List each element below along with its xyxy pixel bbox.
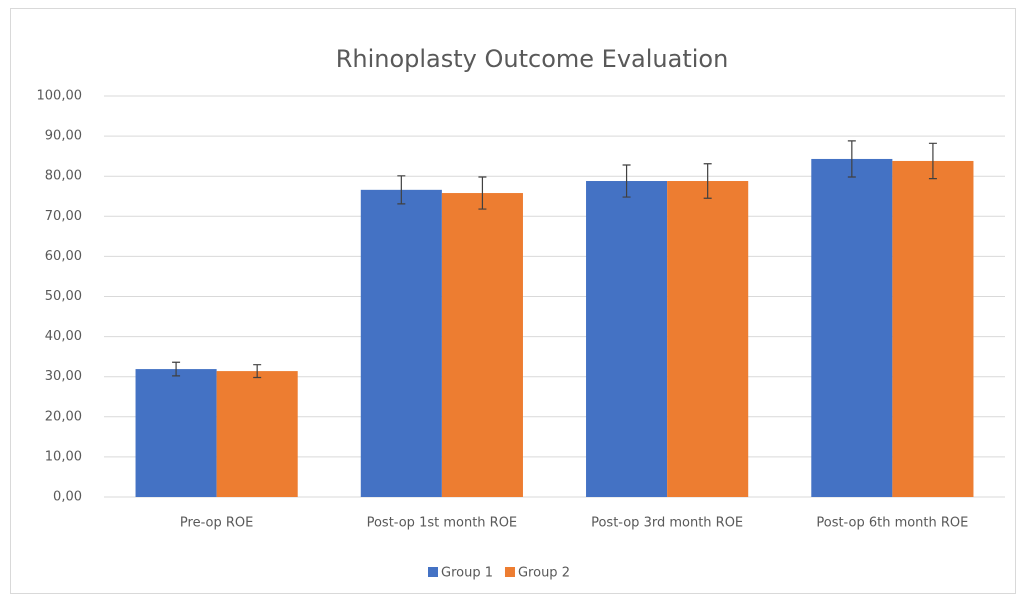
y-tick-label: 100,00: [37, 89, 83, 104]
bar: [135, 369, 217, 497]
bar: [586, 181, 668, 497]
bar: [360, 189, 442, 498]
error-bar: [397, 175, 406, 205]
y-tick-label: 10,00: [45, 449, 82, 464]
error-bar: [622, 164, 631, 198]
y-tick-label: 30,00: [45, 369, 82, 384]
y-tick-label: 40,00: [45, 329, 82, 344]
x-tick-label: Pre-op ROE: [180, 516, 253, 531]
y-tick-label: 50,00: [45, 289, 82, 304]
y-tick-label: 70,00: [45, 209, 82, 224]
error-bar: [478, 176, 487, 210]
error-bar: [928, 142, 937, 180]
bar: [441, 193, 523, 498]
bar: [216, 371, 298, 497]
x-tick-label: Post-op 6th month ROE: [816, 516, 968, 531]
chart-title: Rhinoplasty Outcome Evaluation: [336, 45, 729, 73]
bar: [667, 181, 749, 497]
y-tick-label: 90,00: [45, 129, 82, 144]
error-bar: [172, 361, 181, 377]
error-bar: [703, 163, 712, 199]
y-tick-label: 20,00: [45, 409, 82, 424]
x-tick-label: Post-op 3rd month ROE: [591, 516, 743, 531]
error-bar: [253, 364, 262, 379]
bar: [892, 160, 974, 497]
x-tick-label: Post-op 1st month ROE: [367, 516, 518, 531]
error-bar: [847, 140, 856, 178]
legend-swatch: [428, 567, 438, 577]
y-tick-label: 60,00: [45, 249, 82, 264]
legend-swatch: [504, 567, 515, 577]
legend-label: Group 2: [518, 566, 570, 581]
y-tick-label: 80,00: [45, 169, 82, 184]
y-tick-label: 0,00: [53, 490, 82, 505]
bar: [811, 158, 893, 497]
legend-label: Group 1: [441, 566, 493, 581]
